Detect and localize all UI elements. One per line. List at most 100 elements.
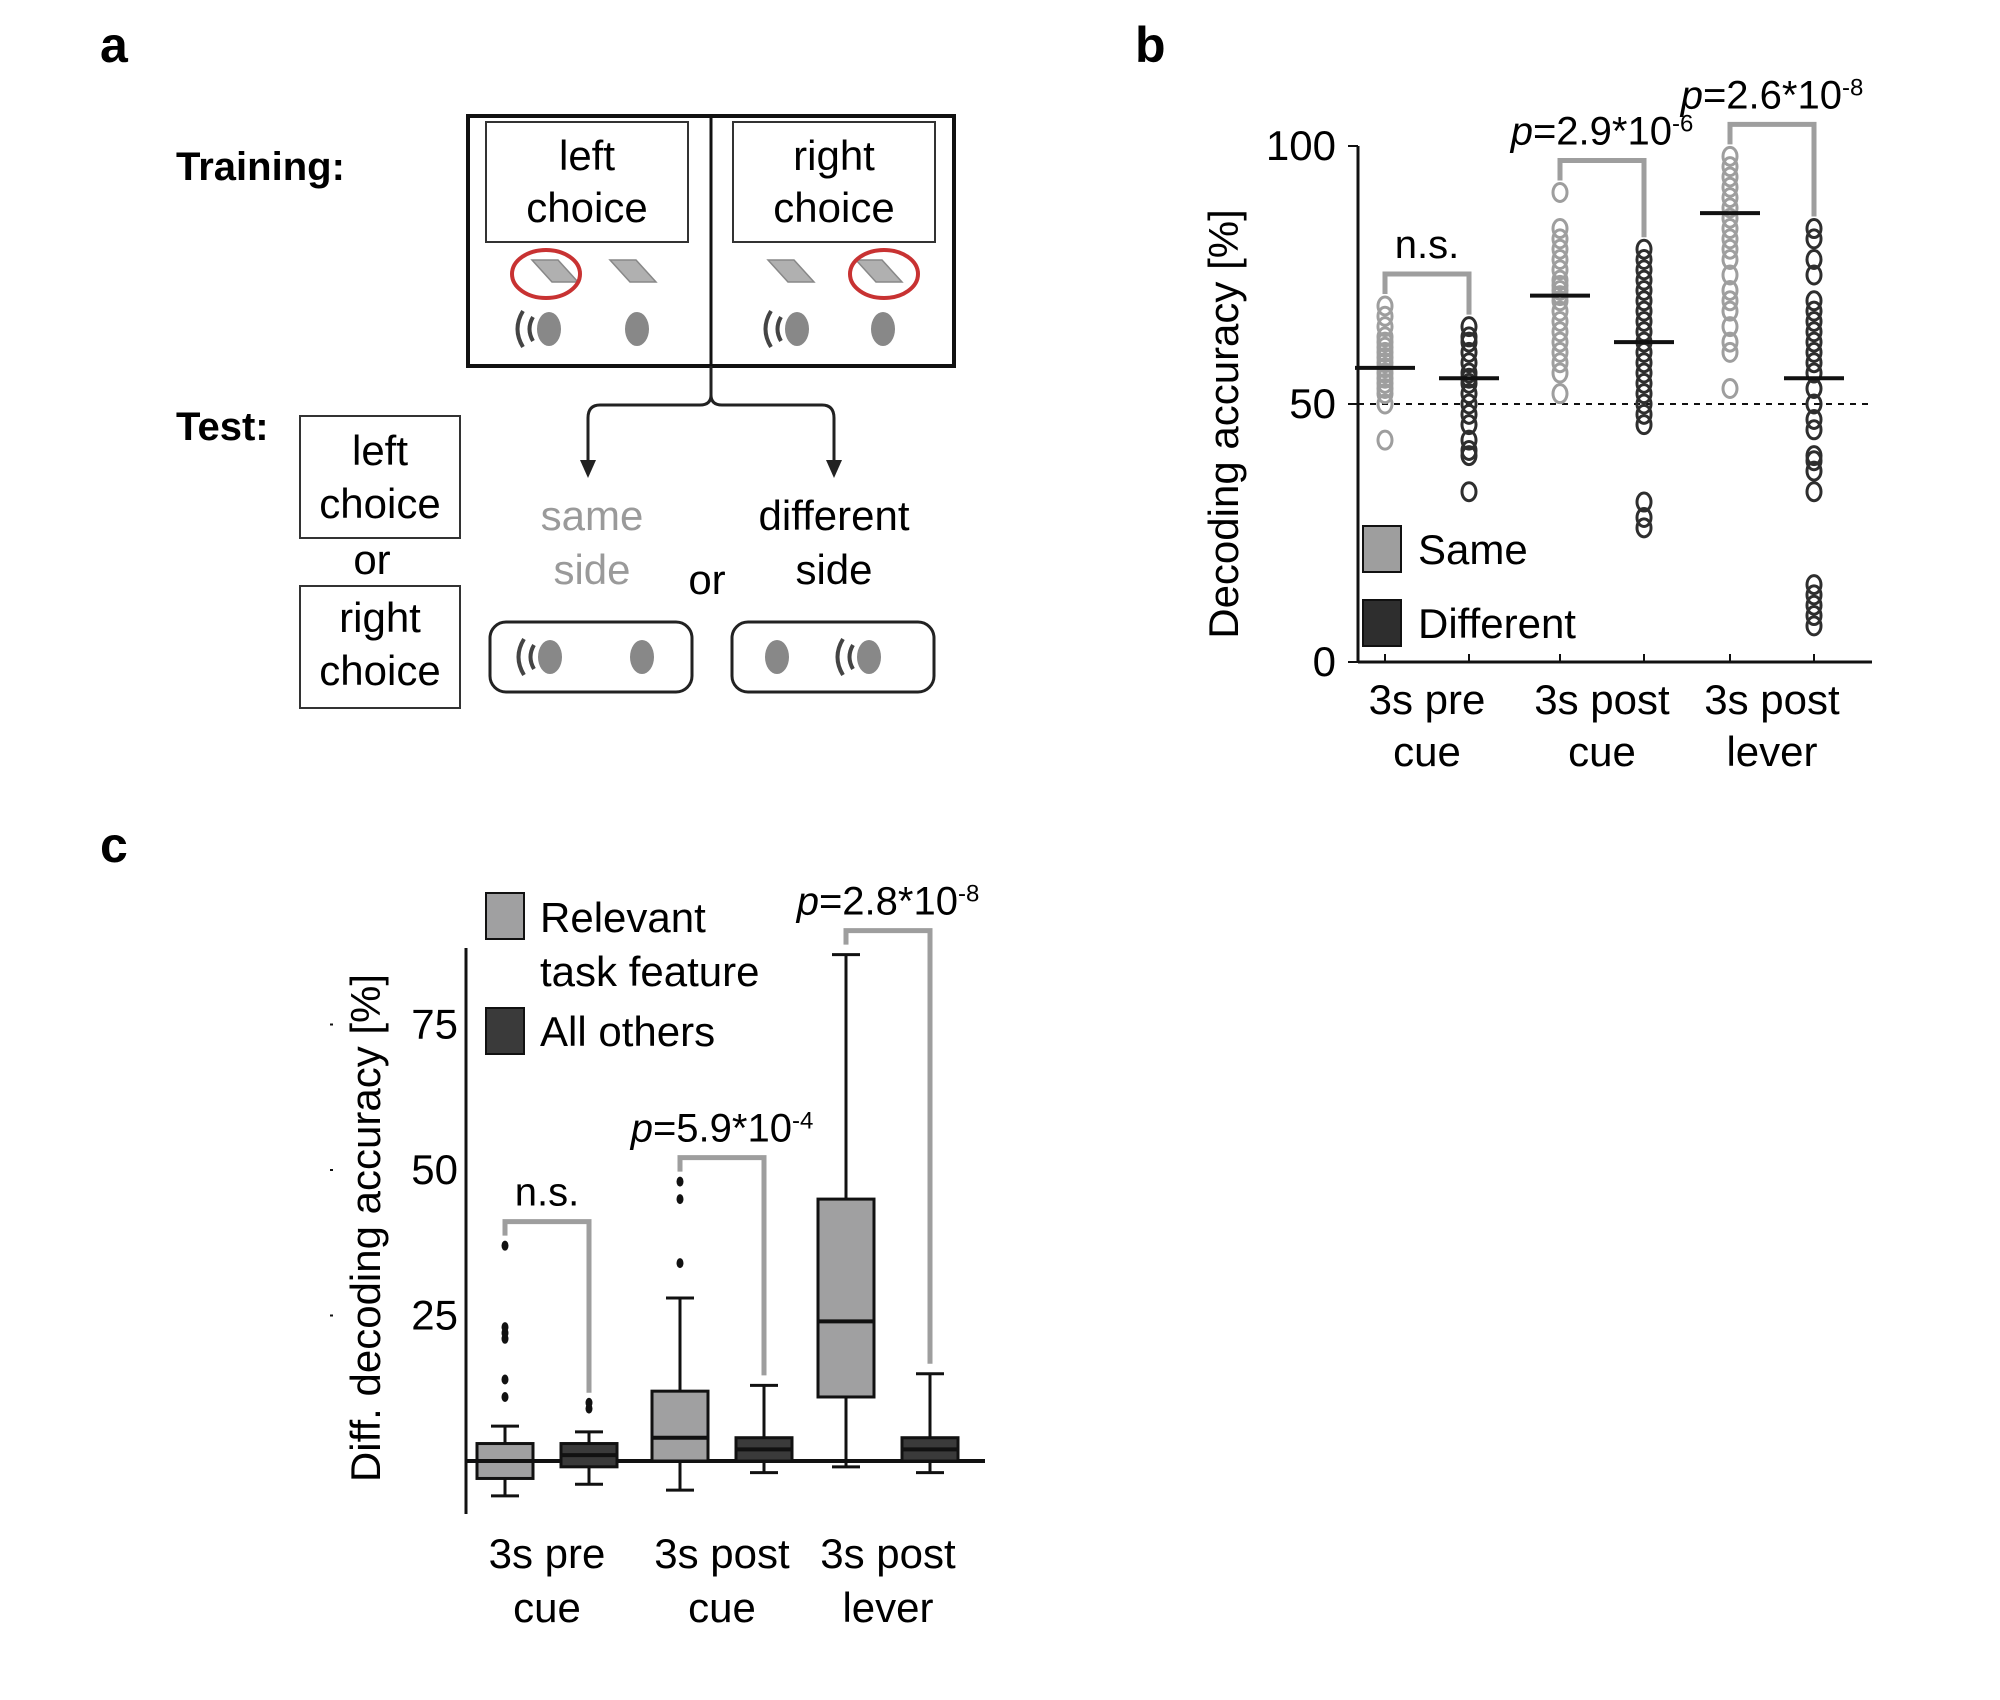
- significance-bracket: [502, 1219, 592, 1393]
- arrowhead-icon: [580, 460, 596, 478]
- train-left-choice-line2: choice: [526, 184, 647, 231]
- data-point: [1721, 238, 1739, 260]
- data-point: [1721, 197, 1739, 219]
- arrowhead-icon: [826, 460, 842, 478]
- test-label: Test:: [176, 405, 269, 449]
- data-point: [1551, 228, 1569, 250]
- data-point: [1635, 238, 1653, 260]
- data-point: [1721, 341, 1739, 363]
- different-side-line2: side: [795, 546, 872, 593]
- x-tick-label: 3s post: [654, 1530, 790, 1577]
- significance-label: p=5.9*10-4: [630, 1107, 814, 1151]
- test-right-choice-box: [299, 585, 461, 709]
- data-point: [1721, 316, 1739, 338]
- data-point: [1721, 331, 1739, 353]
- data-point: [1805, 321, 1823, 343]
- data-point: [1460, 383, 1478, 405]
- data-point: [1805, 352, 1823, 374]
- data-point: [1805, 331, 1823, 353]
- y-axis-label: Decoding accuracy [%]: [1200, 209, 1247, 639]
- data-point: [1805, 481, 1823, 503]
- arrow-different: [709, 394, 836, 462]
- or-label: or: [353, 536, 390, 583]
- data-point: [1635, 517, 1653, 539]
- significance-label: p=2.8*10-8: [796, 880, 980, 924]
- data-point: [1805, 419, 1823, 441]
- same-side-line1: same: [541, 492, 644, 539]
- data-point: [1635, 279, 1653, 301]
- test-left-choice-box: [299, 415, 461, 539]
- train-right-choice-line2: choice: [773, 184, 894, 231]
- outlier-point: [501, 1391, 509, 1402]
- data-point: [1635, 491, 1653, 513]
- y-tick-label: 25: [411, 1292, 458, 1339]
- data-point: [1635, 414, 1653, 436]
- data-point: [1635, 269, 1653, 291]
- speaker-sound-icon: [763, 309, 809, 349]
- data-point: [1805, 264, 1823, 286]
- data-point: [1460, 393, 1478, 415]
- chart-c: 25 50 75 Diff. decoding accuracy [%] 3s pre c…: [330, 880, 985, 1631]
- data-point: [1805, 393, 1823, 415]
- data-point: [1805, 310, 1823, 332]
- data-point: [1721, 176, 1739, 198]
- chart-b: 0 50 100 Decoding accuracy [%] 3s pre cue 3s p…: [1200, 73, 1872, 775]
- data-point: [1376, 305, 1394, 327]
- speaker-icon: [625, 312, 649, 346]
- data-point: [1805, 445, 1823, 467]
- data-point: [1551, 321, 1569, 343]
- data-point: [1721, 290, 1739, 312]
- data-point: [1635, 259, 1653, 281]
- test-left-choice-line2: choice: [319, 480, 440, 527]
- train-left-choice-line1: left: [559, 132, 615, 179]
- test-right-choice-line1: right: [339, 594, 421, 641]
- y-tick-label: 0: [1313, 638, 1336, 685]
- x-tick-label: cue: [688, 1584, 756, 1631]
- data-point: [1551, 259, 1569, 281]
- x-tick-label: 3s post: [820, 1530, 956, 1577]
- outlier-point: [676, 1176, 684, 1187]
- y-tick-label: 75: [411, 1001, 458, 1048]
- data-point: [1551, 249, 1569, 271]
- data-point: [1805, 615, 1823, 637]
- data-point: [1805, 218, 1823, 240]
- data-point: [1551, 341, 1569, 363]
- data-point: [1721, 228, 1739, 250]
- x-tick-label: cue: [1393, 728, 1461, 775]
- box: [816, 1197, 876, 1399]
- data-point: [1805, 362, 1823, 384]
- legend-swatch: [485, 1007, 525, 1055]
- data-point: [1635, 383, 1653, 405]
- legend-swatch: [485, 892, 525, 940]
- data-point: [1805, 574, 1823, 596]
- choice-circle-icon: [510, 248, 582, 300]
- outlier-point: [676, 1258, 684, 1269]
- data-point: [1551, 181, 1569, 203]
- test-left-choice-line1: left: [352, 427, 408, 474]
- outlier-point: [501, 1240, 509, 1251]
- x-tick-label: lever: [1726, 728, 1817, 775]
- outlier-point: [501, 1322, 509, 1333]
- speaker-sound-icon: [515, 309, 561, 349]
- data-point: [1635, 403, 1653, 425]
- same-side-line2: side: [553, 546, 630, 593]
- lever-icon: [530, 259, 580, 283]
- data-point: [1376, 295, 1394, 317]
- speaker-icon: [765, 640, 789, 674]
- x-tick-label: 3s pre: [1369, 676, 1486, 723]
- data-point: [1635, 372, 1653, 394]
- x-tick-label: 3s pre: [489, 1530, 606, 1577]
- data-point: [1721, 145, 1739, 167]
- lever-icon: [608, 259, 658, 283]
- data-point: [1635, 352, 1653, 374]
- legend-label: task feature: [540, 948, 759, 995]
- panel-a-label: a: [100, 17, 129, 73]
- significance-bracket: [677, 1155, 767, 1376]
- data-point: [1721, 207, 1739, 229]
- legend-swatch: [1362, 525, 1402, 573]
- data-point: [1551, 218, 1569, 240]
- data-point: [1376, 429, 1394, 451]
- data-point: [1721, 300, 1739, 322]
- data-point: [1805, 594, 1823, 616]
